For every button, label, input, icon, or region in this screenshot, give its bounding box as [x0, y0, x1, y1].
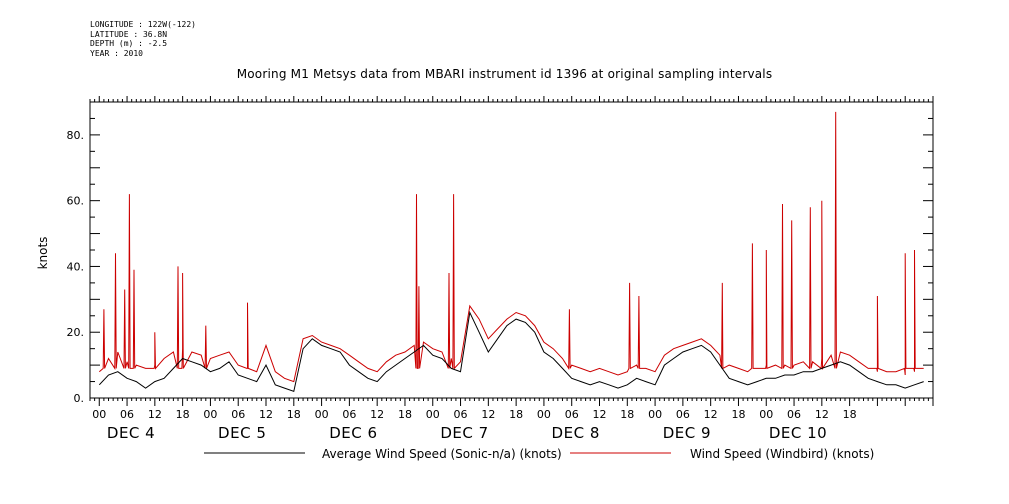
- year-text: YEAR : 2010: [90, 48, 143, 58]
- x-tick-label: 00: [648, 408, 662, 421]
- x-tick-label: 18: [620, 408, 634, 421]
- x-tick-label: 00: [759, 408, 773, 421]
- x-tick-label: 12: [259, 408, 273, 421]
- legend: Average Wind Speed (Sonic-n/a) (knots) Wi…: [204, 447, 874, 461]
- day-label: DEC 6: [329, 424, 377, 442]
- x-tick-label: 18: [176, 408, 190, 421]
- station-metadata: LONGITUDE : 122W(-122) LATITUDE : 36.8N …: [90, 20, 196, 58]
- x-tick-label: 18: [843, 408, 857, 421]
- sonic-series: [98, 310, 924, 393]
- day-label: DEC 4: [107, 424, 155, 442]
- plot-frame: [89, 101, 934, 399]
- day-label: DEC 8: [552, 424, 600, 442]
- x-tick-label: 12: [593, 408, 607, 421]
- x-tick-label: 06: [787, 408, 801, 421]
- legend-label-sonic: Average Wind Speed (Sonic-n/a) (knots): [322, 447, 562, 461]
- plot-axes: 0. 20. 40. 60. 80. 00 06 12 18 00 06 12 18 00 06 12 18 00…: [67, 96, 934, 442]
- series-line: [98, 310, 924, 393]
- x-tick-label: 00: [315, 408, 329, 421]
- x-tick-label: 12: [370, 408, 384, 421]
- day-label: DEC 7: [440, 424, 488, 442]
- x-tick-label: 18: [731, 408, 745, 421]
- x-tick-label: 00: [426, 408, 440, 421]
- x-tick-label: 00: [537, 408, 551, 421]
- x-tick-label: 06: [231, 408, 245, 421]
- x-tick-label: 12: [481, 408, 495, 421]
- day-label: DEC 9: [663, 424, 711, 442]
- x-tick-label: 06: [342, 408, 356, 421]
- series-line: [98, 111, 924, 383]
- y-axis-label: knots: [36, 237, 50, 270]
- x-tick-label: 00: [203, 408, 217, 421]
- y-tick-label: 60.: [67, 195, 85, 208]
- x-tick-label: 06: [676, 408, 690, 421]
- longitude-text: LONGITUDE : 122W(-122): [90, 20, 196, 29]
- y-tick-label: 20.: [67, 326, 85, 339]
- x-tick-label: 12: [815, 408, 829, 421]
- chart-title: Mooring M1 Metsys data from MBARI instru…: [236, 67, 773, 81]
- y-tick-label: 80.: [67, 129, 85, 142]
- x-tick-label: 12: [704, 408, 718, 421]
- day-label: DEC 5: [218, 424, 266, 442]
- windbird-series: [98, 111, 924, 383]
- x-tick-label: 00: [92, 408, 106, 421]
- y-tick-label: 0.: [74, 392, 85, 405]
- x-tick-label: 18: [398, 408, 412, 421]
- y-tick-label: 40.: [67, 260, 85, 273]
- depth-text: DEPTH (m) : -2.5: [90, 39, 168, 48]
- x-tick-label: 18: [287, 408, 301, 421]
- latitude-text: LATITUDE : 36.8N: [90, 29, 168, 39]
- x-tick-label: 12: [148, 408, 162, 421]
- x-tick-label: 06: [454, 408, 468, 421]
- legend-label-windbird: Wind Speed (Windbird) (knots): [690, 447, 874, 461]
- x-tick-label: 18: [509, 408, 523, 421]
- x-tick-label: 06: [565, 408, 579, 421]
- day-label: DEC 10: [769, 424, 827, 442]
- x-tick-label: 06: [120, 408, 134, 421]
